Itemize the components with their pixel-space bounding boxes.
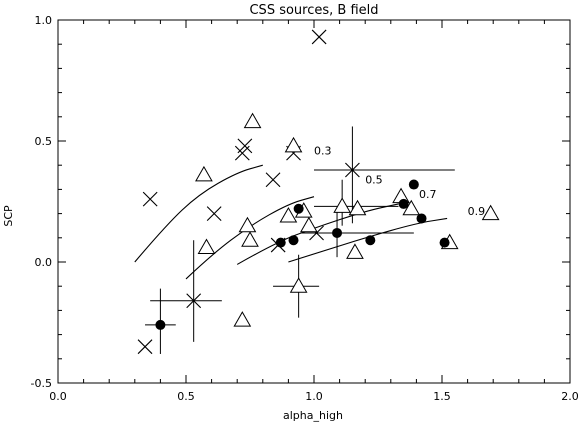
triangle-marker	[241, 231, 259, 247]
cross-marker	[311, 29, 327, 45]
triangle-marker	[238, 216, 257, 233]
curve-label: 0.3	[314, 145, 332, 158]
cross-marker	[137, 339, 153, 355]
curve-annotations: 0.3 0.5 0.7 0.9	[314, 145, 485, 219]
fit-curve	[134, 164, 263, 263]
filled-circle-marker	[398, 198, 409, 209]
tick-labels: 0.0 0.5 1.0 1.5 2.0-0.50.00.51.0	[31, 14, 579, 403]
x-tick-label: 0.5	[177, 390, 195, 403]
filled-circle-marker	[275, 237, 286, 248]
x-tick-label: 2.0	[561, 390, 579, 403]
chart-title: CSS sources, B field	[249, 3, 378, 18]
x-tick-label: 0.0	[49, 390, 67, 403]
y-tick-label: 1.0	[35, 14, 53, 27]
triangle-marker	[233, 311, 252, 327]
plot-frame	[57, 19, 571, 384]
y-axis-label: SCP	[2, 205, 15, 227]
filled-circle-marker	[416, 213, 427, 224]
curve-label: 0.5	[365, 174, 383, 187]
cross-marker	[234, 145, 250, 161]
triangle-marker	[346, 243, 364, 259]
cross-marker	[206, 206, 222, 221]
x-axis-label: alpha_high	[283, 409, 343, 422]
fit-curves	[134, 164, 448, 280]
filled-circle-marker	[155, 319, 166, 330]
fit-curve	[185, 196, 315, 280]
filled-circle-marker	[293, 203, 304, 214]
data-markers	[137, 29, 500, 355]
triangle-marker	[300, 216, 318, 233]
y-tick-label: 0.0	[35, 256, 53, 269]
y-tick-label: -0.5	[31, 377, 52, 390]
triangle-marker	[289, 277, 308, 293]
triangle-marker	[402, 199, 421, 216]
fit-curve	[236, 203, 399, 265]
cross-marker	[345, 162, 360, 178]
filled-circle-marker	[408, 179, 419, 190]
triangle-marker	[197, 238, 216, 254]
y-tick-label: 0.5	[35, 135, 53, 148]
curve-label: 0.7	[419, 188, 437, 201]
filled-circle-marker	[332, 227, 343, 238]
triangle-marker	[243, 112, 262, 129]
filled-circle-marker	[288, 235, 299, 246]
triangle-marker	[348, 199, 367, 216]
x-tick-label: 1.0	[305, 390, 323, 403]
x-tick-label: 1.5	[433, 390, 451, 403]
triangle-marker	[279, 207, 298, 223]
cross-marker	[142, 191, 158, 207]
cross-marker	[186, 293, 202, 309]
filled-circle-marker	[365, 235, 376, 246]
filled-circle-marker	[439, 237, 450, 248]
triangle-marker	[195, 165, 213, 182]
triangle-marker	[284, 136, 303, 153]
axis-ticks	[57, 19, 571, 384]
curve-label: 0.9	[468, 205, 486, 218]
triangle-marker	[481, 204, 500, 221]
error-bars	[145, 126, 455, 354]
cross-marker	[265, 172, 281, 188]
triangle-marker	[333, 197, 352, 213]
